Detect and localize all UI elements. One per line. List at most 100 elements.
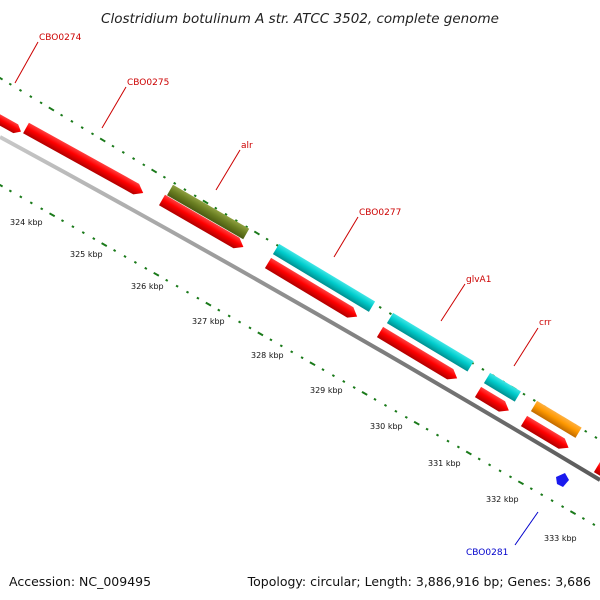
gene-feature-alr[interactable] — [167, 184, 250, 240]
gene-label-crr[interactable]: crr — [539, 318, 551, 328]
inner-tick-mark-29 — [300, 356, 304, 360]
gene-labels: CBO0274 CBO0275 alr CBO0277 glvA1 crr CB… — [39, 33, 551, 558]
outer-tick-mark-16 — [162, 175, 166, 179]
outer-tick-mark-19 — [193, 194, 197, 198]
gene-feature-red-3[interactable] — [264, 257, 360, 322]
tick-label-331: 331 kbp — [428, 459, 461, 468]
outer-tick-mark-6 — [60, 113, 64, 117]
inner-tick-mark-11 — [113, 249, 117, 252]
inner-tick-mark-15 — [153, 271, 160, 277]
outer-tick-mark-17 — [173, 181, 177, 185]
inner-tick-mark-2 — [19, 195, 23, 199]
gene-feature-cbo0275[interactable] — [23, 122, 146, 198]
inner-tick-mark-8 — [81, 231, 85, 235]
outer-tick-mark-3 — [29, 95, 33, 99]
outer-tick-mark-9 — [90, 132, 95, 136]
outer-tick-mark-58 — [594, 436, 598, 439]
inner-tick-mark-39 — [404, 415, 408, 419]
outer-tick-mark-14 — [142, 163, 146, 167]
gene-feature-orange[interactable] — [530, 400, 582, 438]
inner-tick-mark-7 — [71, 225, 75, 229]
outer-tick-mark-20 — [202, 199, 209, 205]
outer-tick-mark-11 — [111, 144, 115, 148]
inner-tick-mark-23 — [238, 320, 242, 324]
inner-tick-mark-56 — [581, 517, 585, 520]
gene-feature-glva1[interactable] — [386, 312, 474, 372]
inner-tick-mark-30 — [309, 361, 316, 367]
gene-feature-crr[interactable] — [483, 372, 521, 402]
tick-label-327: 327 kbp — [192, 317, 225, 326]
outer-tick-mark-23 — [234, 219, 238, 223]
inner-tick-mark-41 — [425, 427, 429, 431]
gene-feature-red-6[interactable] — [520, 415, 572, 453]
scale-ticks: 324 kbp 325 kbp 326 kbp 327 kbp 328 kbp … — [10, 218, 577, 543]
outer-tick-mark-10 — [99, 137, 106, 143]
inner-tick-mark-43 — [446, 439, 450, 443]
gene-feature-red-2[interactable] — [159, 194, 246, 252]
inner-tick-mark-51 — [529, 487, 533, 491]
inner-tick-mark-55 — [569, 510, 577, 515]
outer-tick-mark-13 — [132, 157, 136, 161]
outer-tick-mark-22 — [224, 212, 228, 216]
outer-tick-mark-25 — [253, 230, 260, 236]
gene-label-cbo0274[interactable]: CBO0274 — [39, 33, 82, 43]
inner-tick-mark-53 — [550, 499, 554, 503]
inner-tick-band — [0, 182, 596, 526]
inner-tick-mark-10 — [101, 242, 108, 247]
tick-label-324: 324 kbp — [10, 218, 43, 227]
tick-label-326: 326 kbp — [131, 282, 164, 291]
gene-feature-cbo0281[interactable] — [556, 473, 569, 487]
inner-tick-mark-44 — [456, 445, 460, 449]
outer-tick-mark-1 — [8, 82, 12, 86]
outer-tick-mark-38 — [388, 312, 392, 316]
inner-tick-mark-27 — [279, 344, 283, 348]
gene-label-cbo0281[interactable]: CBO0281 — [466, 548, 508, 558]
gene-feature-red-4[interactable] — [376, 326, 460, 384]
map-title: Clostridium botulinum A str. ATCC 3502, … — [101, 11, 499, 27]
inner-tick-mark-50 — [517, 480, 525, 486]
inner-tick-mark-19 — [196, 296, 200, 300]
inner-tick-mark-37 — [383, 403, 388, 407]
inner-tick-mark-26 — [269, 338, 273, 342]
gene-label-alr[interactable]: alr — [241, 141, 253, 151]
outer-tick-mark-47 — [481, 367, 485, 371]
inner-tick-mark-20 — [205, 301, 212, 307]
inner-tick-mark-52 — [540, 493, 544, 497]
gene-feature-cbo0274[interactable] — [0, 113, 23, 136]
inner-tick-mark-42 — [435, 433, 440, 437]
outer-tick-mark-8 — [80, 126, 84, 130]
inner-tick-mark-36 — [373, 397, 377, 401]
outer-tick-mark-37 — [378, 305, 382, 309]
inner-tick-mark-54 — [561, 505, 565, 509]
inner-tick-mark-0 — [0, 182, 4, 188]
inner-tick-mark-1 — [8, 189, 12, 193]
outer-tick-mark-2 — [18, 88, 23, 92]
gene-label-leaders — [14, 41, 539, 546]
genome-backbone — [0, 135, 600, 482]
outer-tick-mark-52 — [532, 398, 536, 402]
inner-tick-mark-34 — [352, 386, 356, 389]
gene-label-cbo0275[interactable]: CBO0275 — [127, 78, 169, 88]
inner-tick-mark-3 — [29, 201, 33, 205]
inner-tick-mark-32 — [331, 374, 335, 378]
gene-label-cbo0277[interactable]: CBO0277 — [359, 208, 401, 218]
gene-feature-red-5[interactable] — [474, 386, 512, 416]
inner-tick-mark-17 — [175, 284, 179, 288]
inner-tick-mark-35 — [361, 391, 368, 396]
inner-tick-mark-14 — [144, 266, 148, 270]
gene-feature-cbo0277[interactable] — [272, 243, 376, 312]
tick-label-330: 330 kbp — [370, 422, 403, 431]
inner-tick-mark-12 — [123, 255, 127, 258]
gene-label-glva1[interactable]: glvA1 — [466, 275, 491, 285]
inner-tick-mark-6 — [60, 219, 65, 223]
inner-tick-mark-49 — [508, 475, 513, 479]
inner-tick-mark-47 — [488, 463, 492, 467]
inner-tick-mark-9 — [92, 237, 96, 241]
inner-tick-mark-57 — [592, 523, 596, 526]
tick-label-328: 328 kbp — [251, 351, 284, 360]
inner-tick-mark-4 — [40, 207, 44, 211]
inner-tick-mark-31 — [321, 368, 325, 372]
outer-tick-mark-21 — [214, 206, 218, 210]
inner-tick-mark-28 — [290, 350, 294, 354]
genome-summary-text: Topology: circular; Length: 3,886,916 bp… — [247, 574, 591, 589]
